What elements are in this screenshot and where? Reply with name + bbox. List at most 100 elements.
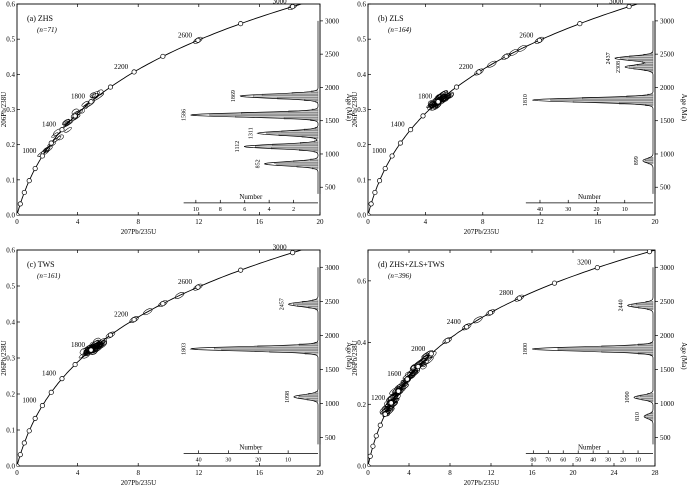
histogram-bar bbox=[252, 95, 319, 98]
peak-label: 2437 bbox=[606, 52, 612, 64]
number-axis-tick-label: 60 bbox=[560, 457, 566, 463]
age-axis-tick-label: 1000 bbox=[660, 150, 675, 158]
histogram-bar bbox=[272, 143, 319, 146]
x-axis-label: 207Pb/235U bbox=[121, 479, 156, 487]
analysis-ellipse bbox=[426, 101, 435, 108]
age-label: 2200 bbox=[114, 311, 129, 319]
histogram-bar bbox=[261, 93, 319, 96]
y-tick-label: 0.2 bbox=[357, 141, 366, 149]
peak-label: 2308 bbox=[616, 61, 622, 73]
y-tick-label: 0.4 bbox=[6, 319, 15, 327]
x-tick-label: 24 bbox=[611, 469, 619, 477]
x-tick-label: 12 bbox=[195, 469, 203, 477]
age-marker bbox=[238, 21, 244, 27]
age-marker bbox=[107, 332, 114, 338]
age-axis-label: Age (Ma) bbox=[680, 94, 688, 122]
age-label: 1000 bbox=[22, 147, 37, 155]
histogram-bar bbox=[644, 160, 654, 163]
peak-label: 1098 bbox=[285, 391, 291, 403]
age-marker bbox=[39, 153, 45, 159]
peak-label: 1810 bbox=[523, 94, 529, 106]
concordia-group bbox=[17, 4, 303, 215]
age-axis-tick-label: 2000 bbox=[660, 332, 675, 340]
analysis-ellipse bbox=[53, 136, 62, 143]
age-axis-tick-label: 500 bbox=[660, 434, 671, 442]
peak-label: 1586 bbox=[181, 109, 187, 121]
age-marker bbox=[195, 284, 201, 290]
age-axis-tick-label: 3000 bbox=[325, 17, 340, 25]
peak-label: 1311 bbox=[249, 127, 255, 139]
y-axis-label: 206Pb/238U bbox=[0, 92, 8, 127]
kde-curve bbox=[190, 20, 319, 194]
age-marker bbox=[32, 165, 38, 172]
concordia-curve bbox=[368, 250, 655, 466]
x-tick-label: 16 bbox=[256, 218, 264, 226]
age-marker bbox=[370, 443, 376, 449]
analysis-ellipse bbox=[89, 345, 100, 354]
age-label: 1400 bbox=[391, 121, 406, 129]
age-marker bbox=[382, 165, 388, 172]
x-tick-label: 16 bbox=[529, 469, 537, 477]
y-tick-label: 0.0 bbox=[6, 212, 15, 220]
histogram-bar bbox=[620, 57, 654, 60]
age-label: 3000 bbox=[273, 0, 288, 6]
peak-label: 1800 bbox=[523, 343, 529, 355]
panel-b: 0 4 8 12 16 20 0.0 0.1 0.2 0.3 0.4 0.5 0.6 207Pb/235U… bbox=[351, 0, 688, 236]
x-tick-label: 0 bbox=[15, 469, 19, 477]
y-tick-label: 0.2 bbox=[6, 141, 15, 149]
age-marker bbox=[59, 127, 65, 133]
age-marker bbox=[88, 99, 94, 105]
histogram-bar bbox=[209, 113, 319, 116]
analysis-ellipse bbox=[93, 92, 105, 101]
age-axis-tick-label: 3000 bbox=[325, 264, 340, 272]
number-axis-tick-label: 20 bbox=[620, 457, 626, 463]
age-marker bbox=[17, 201, 23, 207]
number-axis-tick-label: 20 bbox=[593, 207, 599, 213]
age-label: 1600 bbox=[387, 370, 402, 378]
analysis-ellipse bbox=[383, 404, 390, 410]
age-marker bbox=[48, 389, 54, 395]
histogram-bar bbox=[629, 65, 654, 68]
histogram-bar bbox=[241, 112, 319, 115]
age-marker bbox=[420, 113, 426, 119]
histogram-bar bbox=[557, 347, 654, 350]
age-marker bbox=[397, 140, 403, 146]
peak-label: 1803 bbox=[181, 343, 187, 355]
age-marker bbox=[238, 267, 244, 273]
histogram-bar bbox=[214, 347, 319, 350]
x-tick-label: 8 bbox=[136, 218, 140, 226]
age-marker bbox=[435, 99, 441, 105]
y-tick-label: 0.6 bbox=[357, 1, 366, 9]
age-marker bbox=[72, 113, 78, 119]
concordia-curve bbox=[368, 4, 639, 215]
age-marker bbox=[160, 53, 166, 59]
panel-n: (n=164) bbox=[388, 26, 412, 34]
histogram-bar bbox=[281, 130, 319, 133]
analysis-ellipse bbox=[92, 92, 99, 99]
panel-n: (n=71) bbox=[37, 26, 58, 34]
age-label: 2600 bbox=[519, 31, 534, 39]
y-tick-label: 0.1 bbox=[6, 176, 15, 184]
age-marker bbox=[160, 301, 166, 307]
x-tick-label: 12 bbox=[488, 469, 496, 477]
age-axis-tick-label: 2000 bbox=[325, 332, 340, 340]
x-tick-label: 4 bbox=[76, 218, 80, 226]
plot-frame bbox=[367, 3, 656, 216]
histogram-bar bbox=[637, 63, 654, 66]
histogram-bar bbox=[582, 97, 654, 100]
number-axis-tick-label: 40 bbox=[196, 457, 202, 463]
age-marker bbox=[536, 37, 542, 43]
y-tick-label: 0.2 bbox=[357, 401, 366, 409]
age-label: 2000 bbox=[411, 345, 426, 353]
panel-n: (n=161) bbox=[37, 272, 61, 280]
age-marker bbox=[453, 84, 460, 90]
age-marker bbox=[464, 324, 470, 330]
number-axis-tick-label: 10 bbox=[285, 457, 291, 463]
histogram-bar bbox=[550, 98, 654, 101]
analysis-ellipse bbox=[402, 371, 413, 379]
histogram-bar bbox=[640, 394, 654, 397]
number-axis-tick-label: 4 bbox=[268, 207, 271, 213]
age-marker bbox=[368, 201, 374, 207]
y-tick-label: 0.0 bbox=[357, 212, 366, 220]
number-axis-tick-label: 10 bbox=[193, 207, 199, 213]
